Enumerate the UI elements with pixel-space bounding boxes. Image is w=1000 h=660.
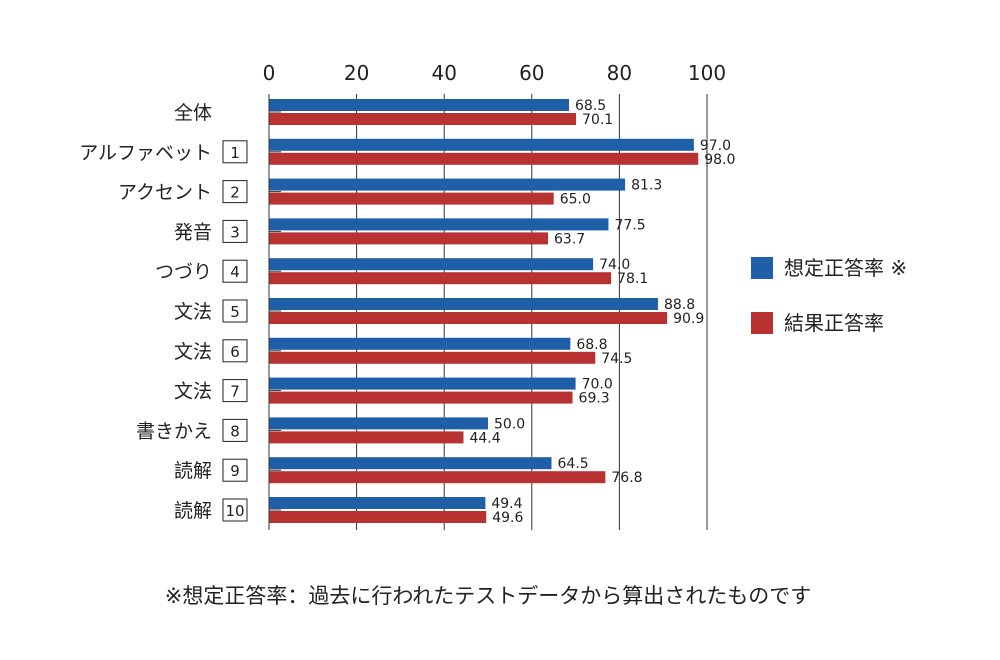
bar — [269, 113, 577, 125]
category-number-box — [222, 458, 248, 482]
bar — [269, 298, 658, 310]
legend-swatch — [751, 312, 773, 334]
value-label: 74.5 — [601, 351, 632, 367]
category-label: 全体 — [174, 102, 212, 124]
category-number: 3 — [230, 223, 240, 241]
bar — [269, 457, 552, 470]
x-tick-label: 60 — [519, 61, 544, 85]
value-label: 81.3 — [631, 178, 662, 194]
x-tick-label: 0 — [263, 61, 276, 85]
value-label: 63.7 — [554, 231, 585, 247]
category-number-box — [222, 259, 248, 283]
axis-layer: 0 20 40 60 80 100 — [263, 61, 726, 530]
bar — [269, 272, 612, 285]
bar — [269, 99, 570, 111]
category-number: 9 — [230, 462, 240, 480]
category-label: 読解 — [174, 500, 212, 522]
category-number-box — [222, 379, 248, 403]
labels-layer: 68.570.1 全体 97.098.0 アルファベット 1 81.3 65.0 アクセント 2… — [79, 98, 735, 526]
bar — [269, 192, 554, 205]
value-label: 49.6 — [492, 510, 523, 526]
category-number: 4 — [230, 263, 240, 281]
category-number: 10 — [225, 502, 244, 520]
legend-label: 想定正答率 ※ — [784, 256, 907, 280]
bar — [269, 497, 486, 509]
bar — [269, 391, 573, 404]
value-label: 49.4 — [491, 496, 522, 512]
x-tick-label: 80 — [607, 61, 632, 85]
value-label: 97.0 — [700, 138, 731, 154]
bars-layer — [269, 99, 699, 523]
value-label: 78.1 — [617, 271, 648, 287]
category-number-box — [222, 498, 248, 522]
category-number: 8 — [230, 422, 240, 440]
value-label: 44.4 — [469, 430, 500, 446]
bar — [269, 218, 609, 231]
legend-swatch — [751, 257, 773, 279]
bar — [269, 431, 464, 444]
category-label: 読解 — [174, 460, 212, 482]
bar — [269, 178, 626, 191]
value-label: 50.0 — [494, 416, 525, 432]
category-label: 文法 — [174, 341, 212, 363]
category-number-box — [222, 299, 248, 323]
bar — [269, 511, 487, 523]
value-label: 90.9 — [673, 311, 704, 327]
category-label: つづり — [155, 261, 212, 283]
bar — [269, 232, 549, 245]
category-label: 書きかえ — [136, 420, 212, 442]
value-label: 70.0 — [582, 377, 613, 393]
bar — [269, 312, 668, 324]
bar — [269, 337, 571, 350]
category-number-box — [222, 219, 248, 243]
value-label: 69.3 — [579, 391, 610, 407]
category-number-box — [222, 339, 248, 363]
value-label: 64.5 — [558, 456, 589, 472]
value-label: 76.8 — [611, 470, 642, 486]
legend: 想定正答率 ※ 結果正答率 — [751, 256, 907, 335]
value-label: 68.5 — [575, 98, 606, 114]
bar — [269, 471, 606, 484]
bar — [269, 351, 596, 364]
category-number-box — [222, 180, 248, 204]
bar — [269, 377, 576, 390]
category-number: 6 — [230, 343, 240, 361]
category-label: 発音 — [174, 221, 212, 243]
category-label: アルファベット — [79, 142, 212, 164]
x-tick-label: 100 — [688, 61, 726, 85]
x-tick-label: 40 — [431, 61, 456, 85]
value-label: 77.5 — [614, 217, 645, 233]
category-label: 文法 — [174, 381, 212, 403]
bar — [269, 138, 694, 151]
bar — [269, 417, 488, 430]
bar — [269, 258, 594, 271]
value-label: 88.8 — [664, 297, 695, 313]
value-label: 68.8 — [576, 337, 607, 353]
category-number: 1 — [230, 144, 240, 162]
legend-label: 結果正答率 — [784, 311, 884, 335]
category-number: 5 — [230, 303, 240, 321]
category-number: 2 — [230, 184, 240, 202]
category-number-box — [222, 140, 248, 164]
category-label: 文法 — [174, 301, 212, 323]
bar — [269, 152, 699, 165]
value-label: 74.0 — [599, 257, 630, 273]
value-label: 70.1 — [582, 112, 613, 128]
category-number-box — [222, 418, 248, 442]
value-label: 65.0 — [560, 192, 591, 208]
footnote: ※想定正答率：過去に行われたテストデータから算出されたものです — [165, 584, 812, 608]
value-label: 98.0 — [704, 152, 735, 168]
category-number: 7 — [230, 383, 240, 401]
category-label: アクセント — [118, 182, 212, 204]
x-tick-label: 20 — [344, 61, 369, 85]
